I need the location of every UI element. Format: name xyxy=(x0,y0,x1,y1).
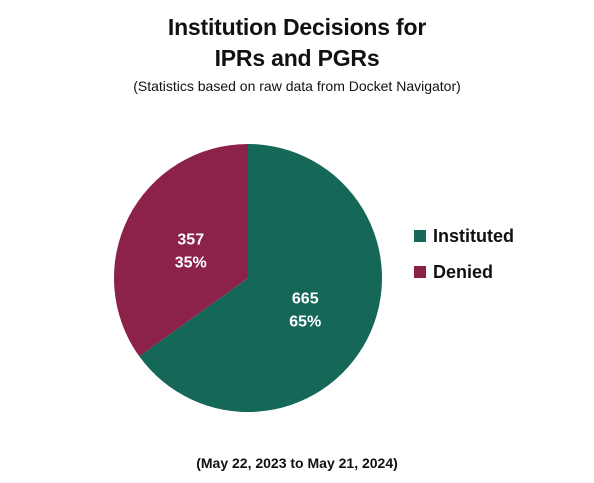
legend-item-denied: Denied xyxy=(414,260,514,284)
legend-item-instituted: Instituted xyxy=(414,224,514,248)
legend-swatch-instituted xyxy=(414,230,426,242)
pie-slice-denied xyxy=(114,144,248,357)
legend: Instituted Denied xyxy=(414,224,514,296)
slice-value-denied: 357 xyxy=(177,232,204,249)
chart-title: Institution Decisions for IPRs and PGRs xyxy=(0,12,594,74)
pie-labels: 665 65% 357 35% xyxy=(175,232,322,331)
slice-percent-instituted: 65% xyxy=(289,313,321,330)
date-range-footnote: (May 22, 2023 to May 21, 2024) xyxy=(196,455,398,471)
legend-label-instituted: Instituted xyxy=(433,225,514,246)
legend-swatch-denied xyxy=(414,266,426,278)
chart-subtitle: (Statistics based on raw data from Docke… xyxy=(133,78,461,94)
slice-percent-denied: 35% xyxy=(175,255,207,272)
slice-value-instituted: 665 xyxy=(292,290,319,307)
pie-slices xyxy=(114,144,383,412)
title-line-1: Institution Decisions for xyxy=(167,14,427,40)
legend-label-denied: Denied xyxy=(433,261,494,282)
title-line-2: IPRs and PGRs xyxy=(214,45,380,71)
pie-slice-instituted xyxy=(139,144,383,412)
